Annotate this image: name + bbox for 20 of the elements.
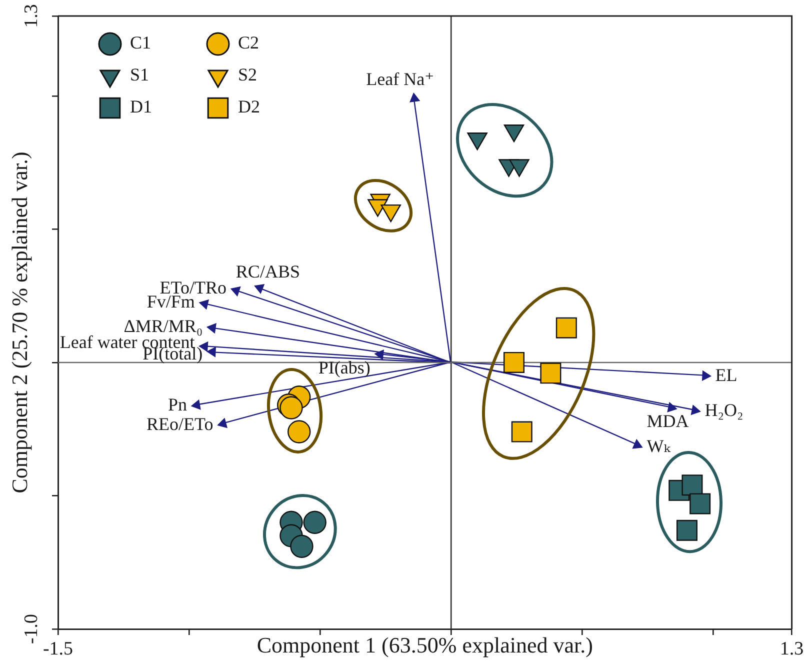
legend-label: S2 [238, 64, 258, 85]
annotation: H₂O₂ [704, 400, 744, 420]
annotation: MDA [646, 410, 689, 431]
annotation: PI(abs) [318, 358, 370, 378]
annotation: RC/ABS [236, 261, 300, 282]
annotation: ΔMR/MR₀ [124, 316, 203, 336]
y-tick-label: -1.0 [20, 614, 42, 644]
legend-label: S1 [130, 64, 150, 85]
annotation: REo/ETo [146, 414, 214, 434]
annotation: Wₖ [646, 436, 671, 456]
annotation: Leaf Na⁺ [366, 69, 434, 90]
legend-label: C2 [238, 32, 260, 53]
x-tick-label: -1.5 [42, 638, 74, 660]
y-axis-title: Component 2 (25.70 % explained var.) [6, 152, 32, 494]
annotation: Pn [168, 394, 187, 415]
annotation: EL [715, 364, 738, 385]
x-axis-title: Component 1 (63.50% explained var.) [256, 632, 593, 658]
legend-label: C1 [130, 32, 152, 53]
legend-label: D2 [238, 96, 260, 117]
legend-label: D1 [130, 96, 152, 117]
